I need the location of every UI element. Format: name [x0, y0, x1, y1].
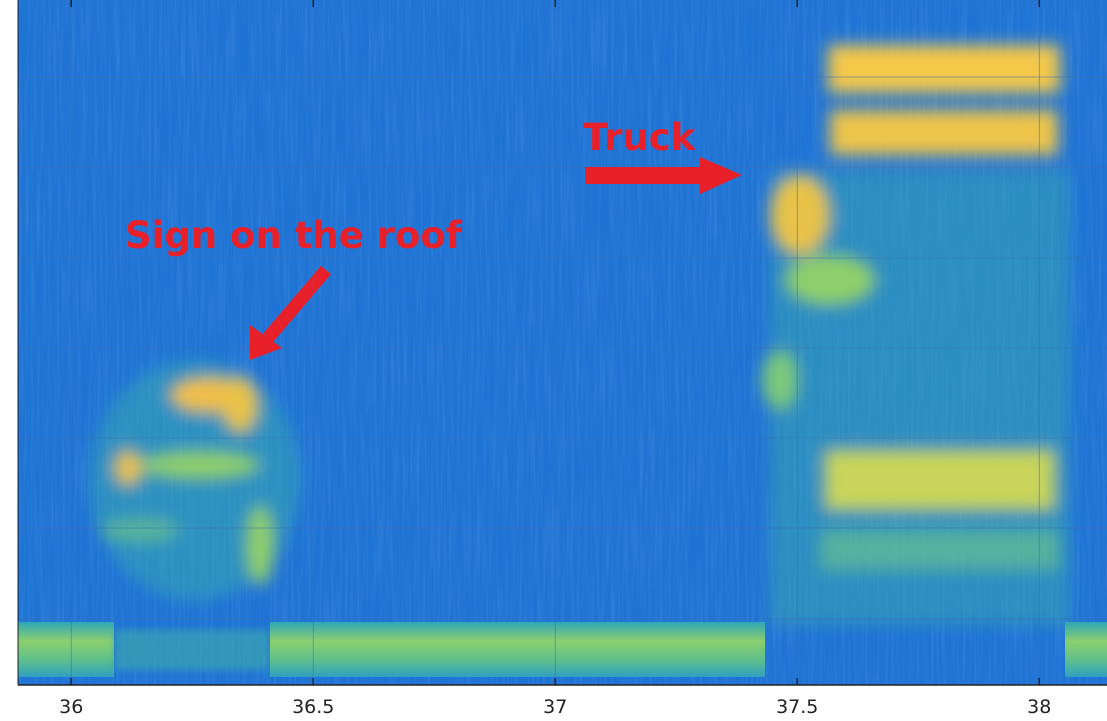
ground-band	[1065, 622, 1107, 677]
annotation: Truck	[583, 116, 697, 159]
x-tick-label: 37	[543, 696, 567, 718]
ground-band	[114, 630, 270, 670]
x-tick-label: 37.5	[776, 696, 818, 718]
ground-band	[270, 622, 765, 677]
chart: 36 36.5 37 37.5 38 Truck Sign on the roof	[0, 0, 1107, 721]
ground-band	[18, 622, 114, 677]
sign-echo	[90, 360, 300, 600]
annotation: Sign on the roof	[125, 214, 463, 257]
x-tick-label: 36.5	[292, 696, 334, 718]
x-tick-label: 36	[59, 696, 83, 718]
plot-area	[18, 0, 1107, 685]
x-tick-label: 38	[1027, 696, 1051, 718]
